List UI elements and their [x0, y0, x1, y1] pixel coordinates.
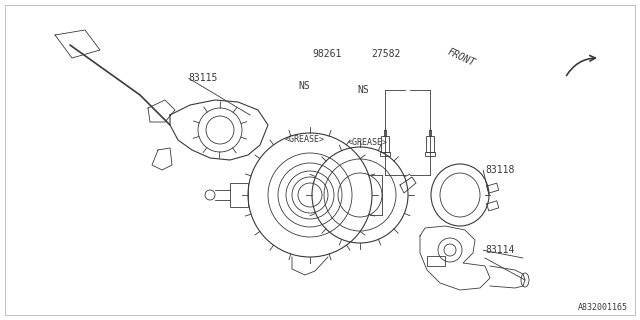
Text: 83118: 83118 — [485, 165, 515, 175]
Text: 83115: 83115 — [189, 73, 218, 84]
Text: 27582: 27582 — [371, 49, 401, 60]
Text: <GREASE>: <GREASE> — [348, 138, 388, 147]
Bar — [380, 152, 390, 156]
Text: <GREASE>: <GREASE> — [285, 135, 324, 144]
Bar — [381, 136, 389, 152]
Text: FRONT: FRONT — [445, 47, 476, 68]
Text: NS: NS — [299, 81, 310, 92]
Bar — [427, 256, 445, 266]
Bar — [426, 136, 434, 152]
Text: A832001165: A832001165 — [578, 303, 628, 312]
Text: NS: NS — [358, 84, 369, 95]
Bar — [425, 152, 435, 156]
Text: 83114: 83114 — [485, 245, 515, 255]
Text: 98261: 98261 — [312, 49, 342, 60]
Bar — [230, 183, 248, 207]
